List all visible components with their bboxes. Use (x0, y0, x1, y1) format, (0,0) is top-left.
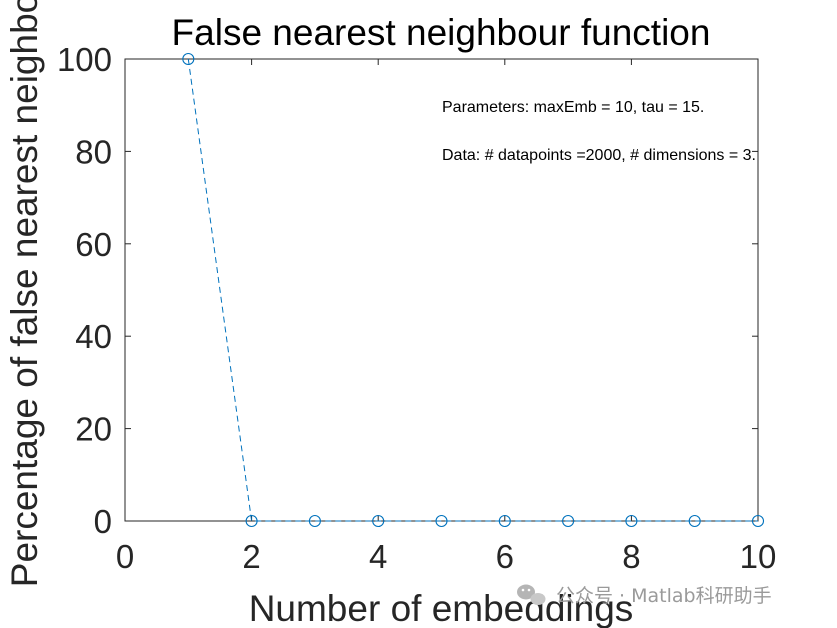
data-point-marker (245, 514, 258, 528)
data-point-marker (182, 52, 195, 66)
x-tick-label: 6 (496, 538, 514, 575)
watermark-text: 公众号 · Matlab科研助手 (556, 585, 772, 607)
y-axis: 0 20 40 60 80 100 (57, 41, 758, 540)
data-point-marker (498, 514, 511, 528)
data-point-marker (625, 514, 638, 528)
y-tick-label: 100 (57, 41, 112, 78)
y-tick-label: 80 (75, 133, 112, 170)
data-point-marker (688, 514, 701, 528)
y-tick-label: 60 (75, 226, 112, 263)
data-annotation: Data: # datapoints =2000, # dimensions =… (442, 147, 756, 164)
x-tick-label: 8 (622, 538, 640, 575)
data-point-marker (372, 514, 385, 528)
data-point-marker (435, 514, 448, 528)
y-axis-label: Percentage of false nearest neighbo (4, 0, 45, 587)
y-tick-label: 20 (75, 411, 112, 448)
data-point-marker (562, 514, 575, 528)
x-axis-label: Number of embeddings (249, 588, 634, 628)
plot-area (124, 58, 759, 522)
x-axis: 0 2 4 6 8 10 (116, 59, 777, 575)
parameters-annotation: Parameters: maxEmb = 10, tau = 15. (442, 99, 704, 116)
x-tick-label: 2 (242, 538, 260, 575)
watermark: 公众号 · Matlab科研助手 (517, 584, 772, 607)
x-tick-label: 0 (116, 538, 134, 575)
wechat-icon (517, 584, 546, 605)
chart-title: False nearest neighbour function (172, 12, 711, 53)
x-tick-label: 4 (369, 538, 387, 575)
x-tick-label: 10 (740, 538, 777, 575)
data-point-marker (751, 514, 765, 528)
series-layer (182, 52, 765, 528)
y-tick-label: 40 (75, 318, 112, 355)
data-point-marker (308, 514, 321, 528)
y-tick-label: 0 (94, 503, 112, 540)
